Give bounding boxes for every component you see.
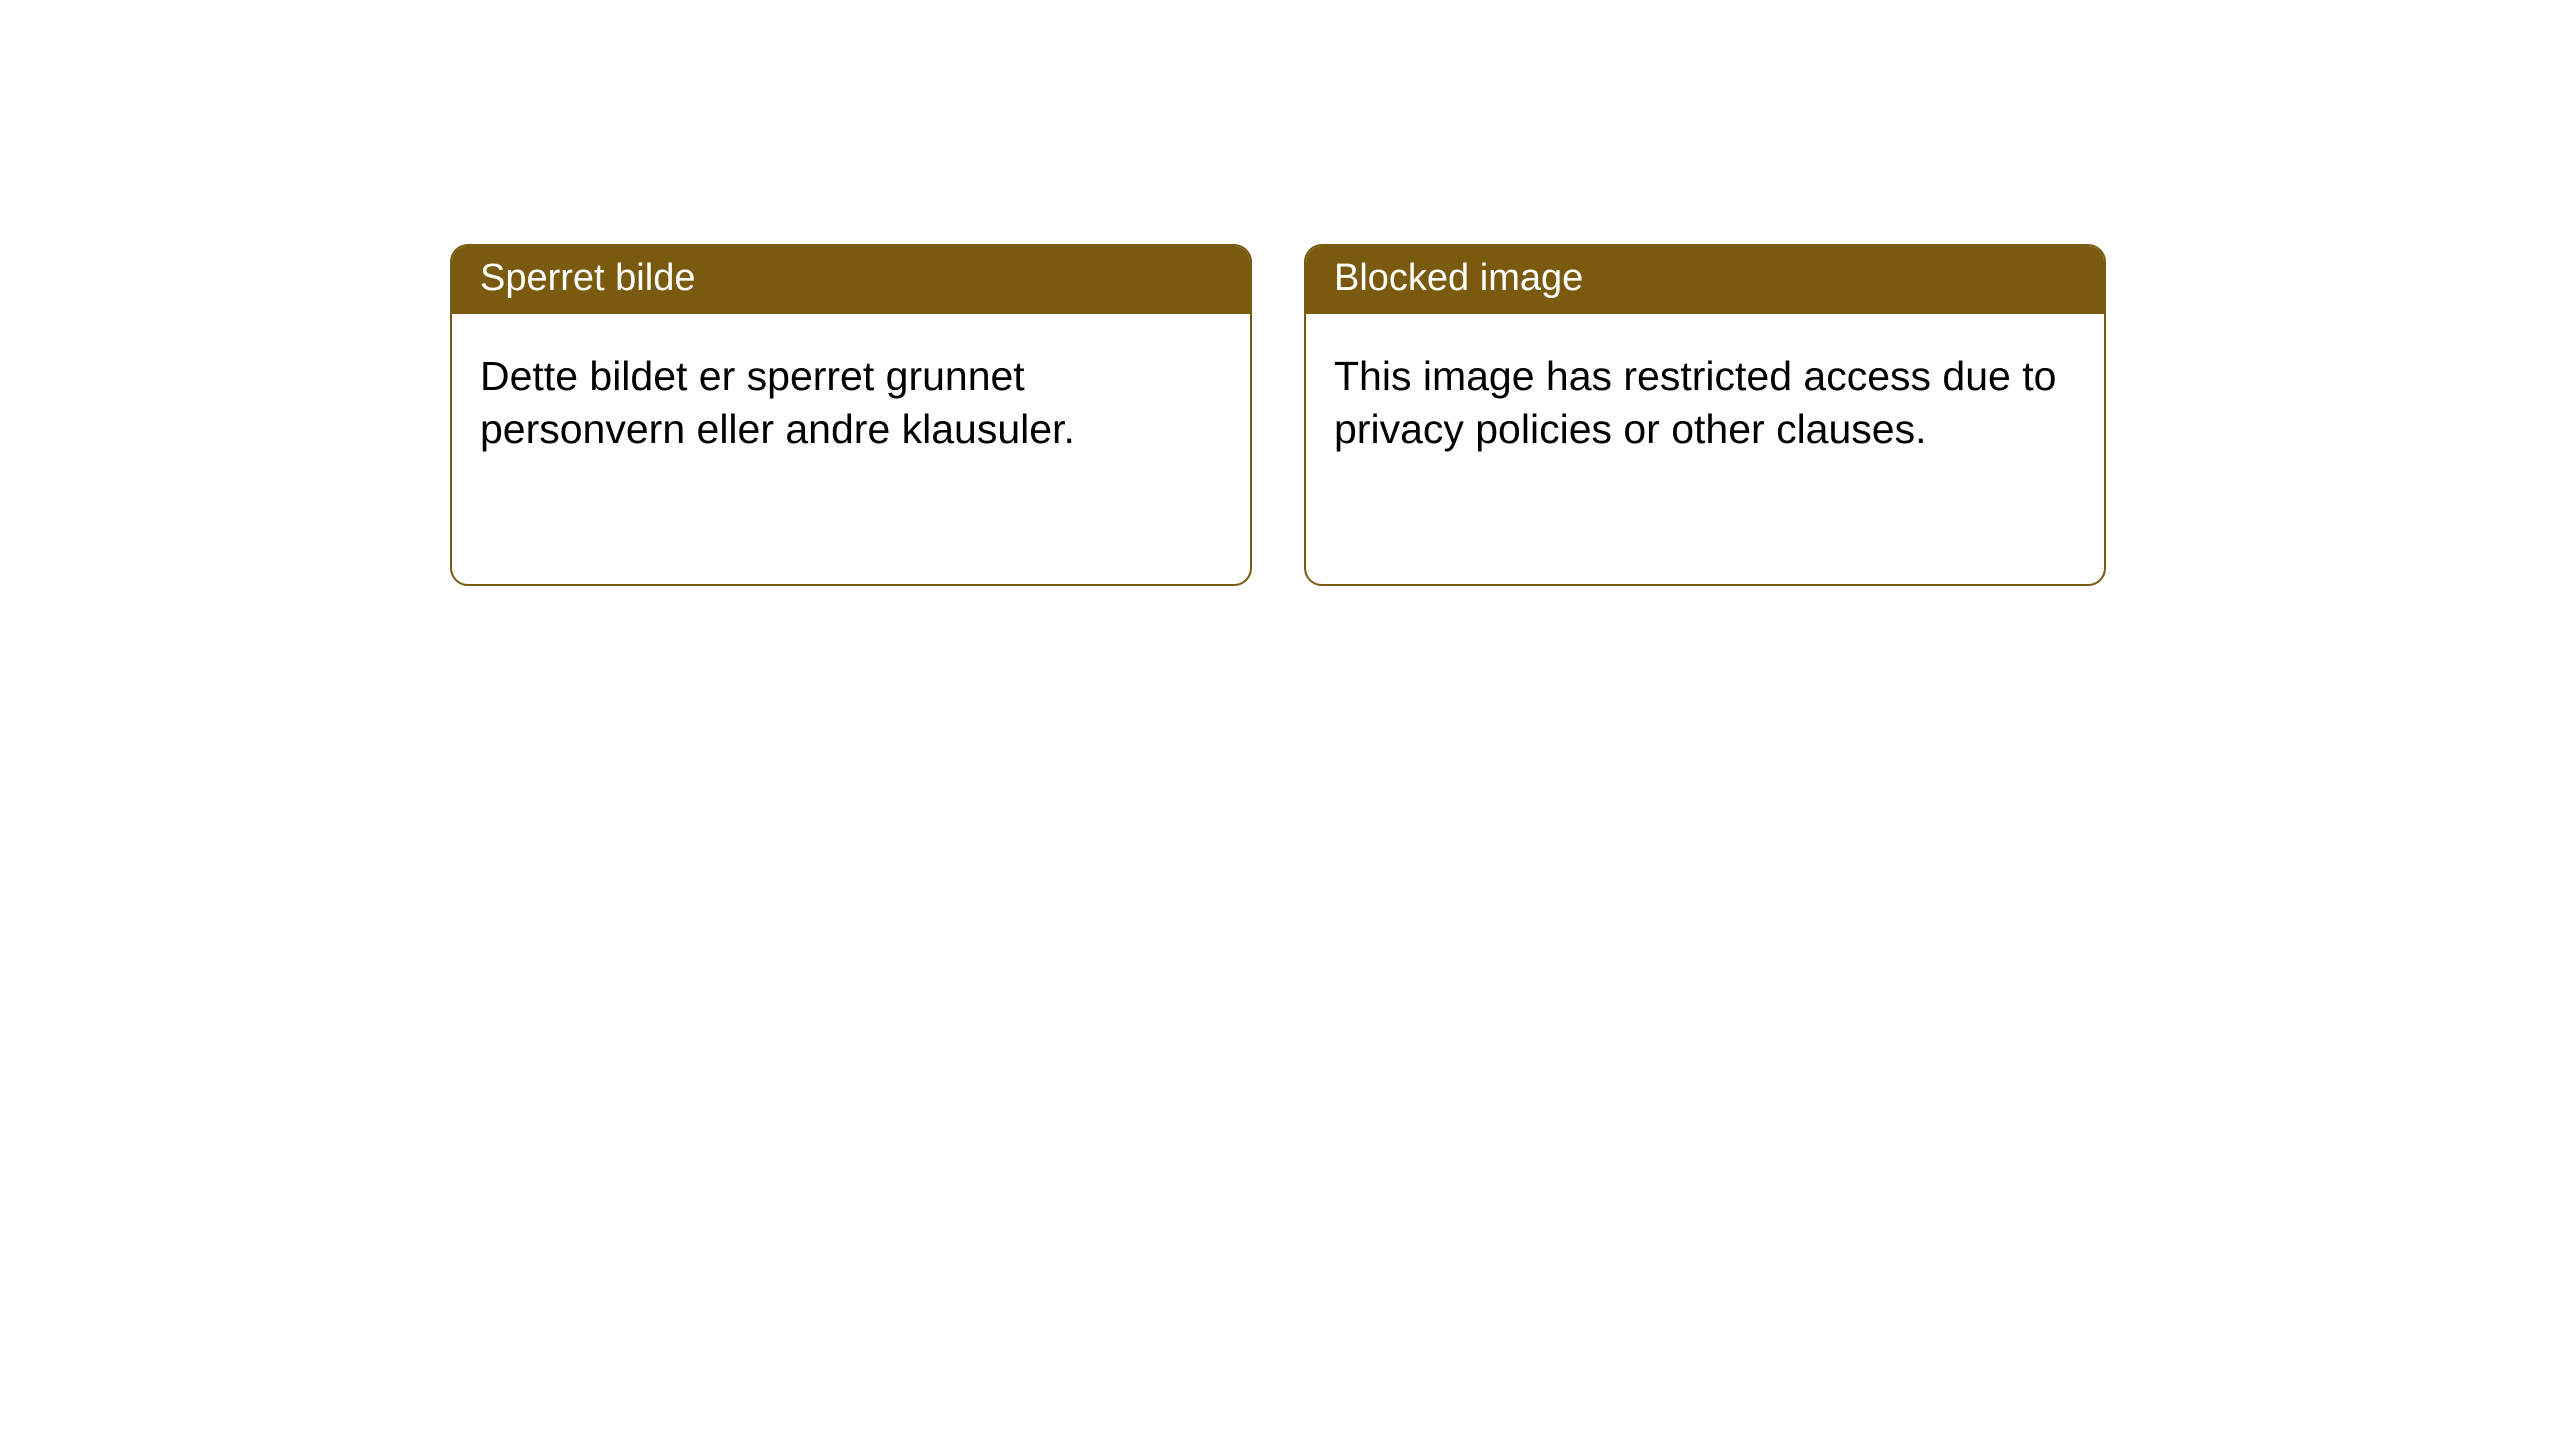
notice-body-english: This image has restricted access due to …: [1306, 314, 2104, 584]
notice-header-english: Blocked image: [1306, 246, 2104, 314]
notice-card-english: Blocked image This image has restricted …: [1304, 244, 2106, 586]
notice-header-norwegian: Sperret bilde: [452, 246, 1250, 314]
notice-container: Sperret bilde Dette bildet er sperret gr…: [450, 244, 2106, 586]
notice-card-norwegian: Sperret bilde Dette bildet er sperret gr…: [450, 244, 1252, 586]
notice-body-norwegian: Dette bildet er sperret grunnet personve…: [452, 314, 1250, 584]
